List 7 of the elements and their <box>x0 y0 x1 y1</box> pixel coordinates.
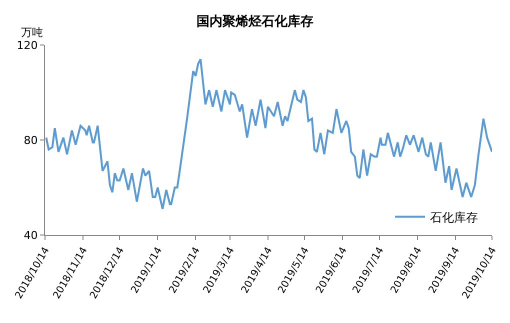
y-axis-title: 万吨 <box>21 26 43 39</box>
y-tick-label: 120 <box>16 38 38 52</box>
line-series <box>45 58 492 210</box>
y-tick-label: 40 <box>24 228 38 242</box>
chart-title: 国内聚烯烃石化库存 <box>196 13 314 30</box>
legend-label: 石化库存 <box>430 210 478 224</box>
y-tick-label: 80 <box>24 134 38 147</box>
